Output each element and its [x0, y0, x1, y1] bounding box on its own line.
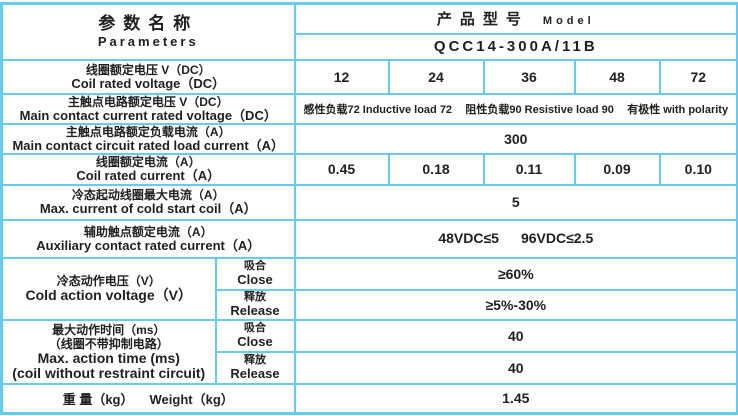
weight-value: 1.45 [293, 382, 738, 415]
aux-contact-current-value-cell: 48VDC≤5 96VDC≤2.5 [293, 218, 738, 259]
subcell-release: 释放 Release [214, 288, 296, 321]
model-value-cell: QCC14-300A/11B [293, 32, 738, 61]
param-label-main-contact-voltage: 主触点电路额定电压 V（DC） Main contact current rat… [0, 92, 296, 125]
main-contact-voltage-value-cell: 感性负载72 Inductive load 72 阻性负载90 Resistiv… [293, 92, 738, 125]
cold-action-release-value: ≥5%-30% [293, 288, 738, 321]
param-label-en: Coil rated current（A） [76, 168, 221, 183]
subcell-close: 吸合 Close [214, 256, 296, 291]
param-label-en: Max. current of cold start coil（A） [39, 201, 257, 216]
cold-action-close-value: ≥60% [293, 256, 738, 291]
coil-voltage-value: 36 [482, 58, 576, 95]
row-cold-action-voltage-release: 释放 Release ≥5%-30% [2, 288, 738, 321]
param-label-aux-contact-current: 辅助触点额定电流（A） Auxiliary contact rated curr… [0, 218, 296, 259]
subcell-close: 吸合 Close [214, 318, 296, 353]
subcell-release: 释放 Release [214, 350, 296, 385]
row-cold-action-voltage-close: 冷态动作电压（V） Cold action voltage（V） 吸合 Clos… [0, 256, 738, 321]
param-label-en2: (coil without restraint circuit) [12, 364, 206, 381]
header-parameters-cn: 参数名称 [98, 14, 199, 34]
param-label-en: Main contact circuit rated load current（… [12, 137, 285, 153]
row-header: 参数名称 Parameters 产品型号 Model [0, 2, 738, 61]
row-max-action-time-close: 最大动作时间（ms） （线圈不带抑制电路） Max. action time (… [0, 318, 738, 385]
row-aux-contact-current: 辅助触点额定电流（A） Auxiliary contact rated curr… [0, 218, 738, 259]
row-model-value: QCC14-300A/11B [2, 32, 738, 61]
polarity-note: 有极性 with polarity [627, 103, 729, 116]
coil-voltage-value: 12 [293, 58, 390, 95]
max-action-close-value: 40 [293, 318, 738, 353]
resistive-load: 阻性负载90 Resistive load 90 [465, 103, 614, 116]
param-label-cold-action-voltage: 冷态动作电压（V） Cold action voltage（V） [0, 256, 217, 321]
release-cn: 释放 [244, 291, 266, 304]
weight-label-cn: 重 量（kg） [62, 391, 134, 407]
header-parameters-cell: 参数名称 Parameters [0, 2, 296, 61]
row-coil-current: 线圈额定电流（A） Coil rated current（A） 0.45 0.1… [0, 152, 738, 186]
param-label-cold-start-current: 冷态起动线圈最大电流（A） Max. current of cold start… [0, 183, 296, 221]
header-model-cell: 产品型号 Model [293, 2, 738, 35]
coil-voltage-value: 72 [658, 58, 738, 95]
header-parameters-en: Parameters [97, 34, 199, 50]
param-label-en: Coil rated voltage（DC） [71, 75, 226, 91]
main-contact-load-current-value: 300 [293, 122, 738, 155]
aux-current-96vdc: 96VDC≤2.5 [520, 229, 594, 246]
coil-current-value: 0.09 [573, 152, 661, 186]
close-cn: 吸合 [244, 322, 266, 334]
coil-voltage-value: 24 [387, 58, 485, 95]
param-label-en: Auxiliary contact rated current（A） [36, 237, 261, 253]
param-label-cn: 主触点电路额定负载电流（A） [65, 124, 231, 139]
row-max-action-time-release: 释放 Release 40 [2, 350, 738, 385]
row-cold-start-current: 冷态起动线圈最大电流（A） Max. current of cold start… [0, 183, 738, 221]
param-label-weight: 重 量（kg） Weight（kg） [0, 382, 296, 415]
row-main-contact-voltage: 主触点电路额定电压 V（DC） Main contact current rat… [0, 92, 738, 125]
inductive-load: 感性负载72 Inductive load 72 [303, 103, 453, 116]
param-label-coil-voltage: 线圈额定电压 V（DC） Coil rated voltage（DC） [0, 58, 296, 95]
param-label-cn: 辅助触点额定电流（A） [83, 224, 213, 239]
weight-label-line: 重 量（kg） Weight（kg） [4, 389, 293, 408]
param-label-en1: Max. action time (ms) [37, 349, 180, 366]
cold-start-current-value: 5 [293, 183, 738, 221]
param-label-en: Cold action voltage（V） [25, 287, 192, 303]
header-model-en: Model [542, 15, 595, 28]
aux-current-48vdc: 48VDC≤5 [438, 229, 499, 246]
weight-label-en: Weight（kg） [149, 391, 234, 407]
coil-current-value: 0.18 [387, 152, 485, 186]
param-label-cn: 线圈额定电压 V（DC） [85, 62, 211, 77]
param-label-cn: 线圈额定电流（A） [95, 155, 201, 170]
param-label-cn1: 最大动作时间（ms） [52, 322, 166, 337]
close-en: Close [237, 272, 273, 287]
row-coil-voltage: 线圈额定电压 V（DC） Coil rated voltage（DC） 12 2… [0, 58, 738, 95]
release-en: Release [230, 366, 280, 381]
coil-current-value: 0.45 [293, 152, 390, 186]
param-label-max-action-time: 最大动作时间（ms） （线圈不带抑制电路） Max. action time (… [0, 318, 217, 385]
header-model-cn: 产品型号 [436, 11, 529, 29]
param-label-cn: 冷态动作电压（V） [56, 274, 161, 288]
release-en: Release [230, 303, 280, 318]
row-weight: 重 量（kg） Weight（kg） 1.45 [0, 382, 738, 415]
param-label-cn: 主触点电路额定电压 V（DC） [67, 94, 229, 109]
row-main-contact-load-current: 主触点电路额定负载电流（A） Main contact circuit rate… [0, 122, 738, 155]
aux-contact-current-values: 48VDC≤5 96VDC≤2.5 [438, 230, 593, 246]
param-label-main-contact-load-current: 主触点电路额定负载电流（A） Main contact circuit rate… [0, 122, 296, 155]
coil-current-value: 0.10 [658, 152, 738, 186]
param-label-cn: 冷态起动线圈最大电流（A） [71, 188, 225, 202]
param-label-en: Main contact current rated voltage（DC） [19, 107, 277, 123]
release-cn: 释放 [244, 354, 266, 366]
load-ratings: 感性负载72 Inductive load 72 阻性负载90 Resistiv… [297, 101, 736, 117]
max-action-release-value: 40 [293, 350, 738, 385]
close-cn: 吸合 [244, 260, 266, 272]
param-label-cn2: （线圈不带抑制电路） [48, 336, 169, 351]
coil-voltage-value: 48 [573, 58, 661, 95]
coil-current-value: 0.11 [482, 152, 576, 186]
header-model-line: 产品型号 Model [297, 8, 736, 29]
close-en: Close [237, 334, 273, 349]
param-label-coil-current: 线圈额定电流（A） Coil rated current（A） [0, 152, 296, 186]
